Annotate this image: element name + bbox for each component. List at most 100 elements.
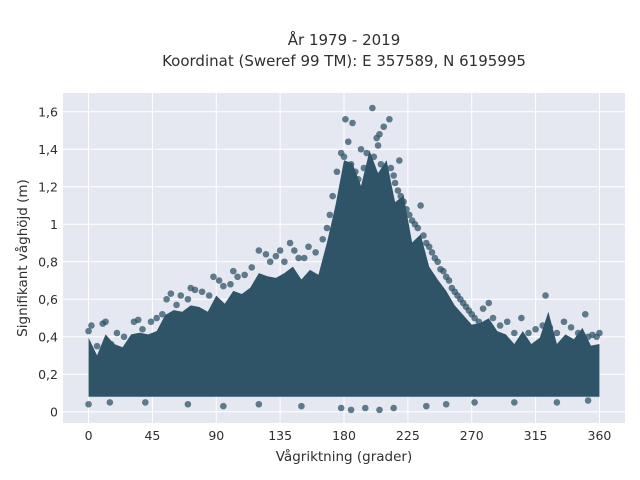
scatter-point bbox=[383, 183, 390, 191]
scatter-point bbox=[286, 239, 294, 247]
scatter-point bbox=[357, 145, 365, 153]
y-tick-label: 1 bbox=[50, 217, 58, 232]
scatter-point bbox=[387, 164, 395, 172]
scatter-point bbox=[425, 243, 433, 251]
y-tick-label: 0,2 bbox=[38, 367, 58, 382]
x-tick-label: 0 bbox=[85, 428, 93, 443]
scatter-point bbox=[191, 286, 199, 294]
scatter-point bbox=[354, 175, 362, 183]
x-tick-label: 90 bbox=[208, 428, 224, 443]
scatter-point bbox=[248, 264, 256, 271]
scatter-point bbox=[428, 249, 436, 256]
scatter-point bbox=[553, 399, 561, 406]
scatter-point bbox=[184, 295, 192, 303]
scatter-point bbox=[298, 402, 305, 410]
scatter-point bbox=[360, 164, 368, 172]
scatter-point bbox=[323, 224, 331, 232]
scatter-point bbox=[489, 314, 497, 322]
scatter-point bbox=[532, 325, 539, 333]
scatter-point bbox=[266, 258, 274, 266]
chart-title-line-2: Koordinat (Sweref 99 TM): E 357589, N 61… bbox=[162, 52, 526, 70]
x-tick-label: 225 bbox=[396, 428, 420, 443]
scatter-point bbox=[445, 277, 453, 284]
scatter-point bbox=[420, 232, 427, 239]
scatter-point bbox=[241, 271, 248, 279]
scatter-point bbox=[390, 404, 397, 412]
scatter-point bbox=[107, 340, 115, 348]
scatter-point bbox=[106, 399, 114, 406]
x-tick-label: 135 bbox=[268, 428, 292, 443]
scatter-point bbox=[567, 324, 575, 331]
scatter-point bbox=[417, 202, 424, 209]
scatter-point bbox=[342, 115, 349, 123]
scatter-point bbox=[153, 314, 160, 322]
y-tick-labels: 0 0,2 0,4 0,6 0,8 1 1,2 1,4 1,6 bbox=[38, 104, 58, 419]
scatter-point bbox=[177, 292, 185, 299]
scatter-point bbox=[400, 198, 407, 206]
x-tick-label: 270 bbox=[460, 428, 484, 443]
scatter-point bbox=[386, 115, 393, 123]
scatter-point bbox=[344, 138, 352, 146]
scatter-point bbox=[574, 329, 582, 337]
scatter-point bbox=[120, 333, 128, 341]
scatter-point bbox=[227, 280, 234, 288]
x-tick-label: 45 bbox=[144, 428, 160, 443]
scatter-point bbox=[85, 327, 92, 335]
scatter-point bbox=[173, 301, 180, 309]
scatter-point bbox=[546, 324, 554, 331]
scatter-point bbox=[113, 329, 121, 337]
scatter-point bbox=[423, 402, 430, 410]
scatter-point bbox=[198, 288, 206, 296]
scatter-point bbox=[220, 402, 227, 410]
scatter-point bbox=[333, 168, 341, 176]
scatter-point bbox=[335, 213, 342, 221]
scatter-point bbox=[139, 325, 146, 333]
scatter-point bbox=[380, 123, 388, 131]
scatter-point bbox=[542, 292, 549, 299]
scatter-point bbox=[471, 399, 478, 406]
scatter-point bbox=[205, 292, 213, 299]
scatter-point bbox=[347, 160, 355, 168]
scatter-point bbox=[234, 273, 241, 281]
scatter-point bbox=[147, 318, 155, 326]
scatter-point bbox=[511, 329, 518, 337]
scatter-point bbox=[485, 299, 493, 307]
scatter-point bbox=[503, 318, 511, 326]
scatter-point bbox=[518, 314, 525, 322]
scatter-point bbox=[496, 322, 504, 329]
scatter-point bbox=[479, 305, 487, 312]
dense-point-region bbox=[88, 150, 600, 397]
scatter-point bbox=[295, 254, 302, 262]
scatter-point bbox=[262, 250, 270, 258]
y-tick-label: 1,2 bbox=[38, 179, 58, 194]
scatter-point bbox=[396, 157, 403, 164]
scatter-point bbox=[414, 224, 422, 232]
chart-title-line-1: År 1979 - 2019 bbox=[288, 30, 401, 49]
scatter-point bbox=[370, 153, 378, 161]
scatter-point bbox=[391, 179, 399, 187]
scatter-point bbox=[434, 258, 441, 266]
y-axis-label: Signifikant våghöjd (m) bbox=[14, 179, 31, 337]
scatter-point bbox=[369, 104, 376, 112]
scatter-point bbox=[403, 205, 410, 213]
scatter-point bbox=[272, 252, 280, 260]
x-tick-label: 315 bbox=[524, 428, 548, 443]
y-tick-label: 0,8 bbox=[38, 254, 58, 269]
scatter-point bbox=[471, 314, 478, 322]
scatter-points bbox=[85, 104, 603, 414]
scatter-point bbox=[167, 290, 175, 297]
x-axis-label: Vågriktning (grader) bbox=[276, 448, 413, 465]
x-tick-label: 360 bbox=[588, 428, 612, 443]
scatter-point bbox=[329, 192, 336, 200]
scatter-point bbox=[319, 235, 327, 243]
y-tick-label: 1,4 bbox=[38, 142, 58, 157]
scatter-point bbox=[291, 247, 298, 254]
scatter-point bbox=[281, 258, 288, 266]
scatter-point bbox=[163, 295, 170, 303]
scatter-point bbox=[184, 400, 192, 408]
scatter-point bbox=[440, 267, 447, 275]
y-tick-label: 0 bbox=[50, 404, 58, 419]
scatter-point bbox=[381, 175, 389, 183]
scatter-point bbox=[376, 130, 383, 138]
scatter-point bbox=[366, 174, 373, 181]
